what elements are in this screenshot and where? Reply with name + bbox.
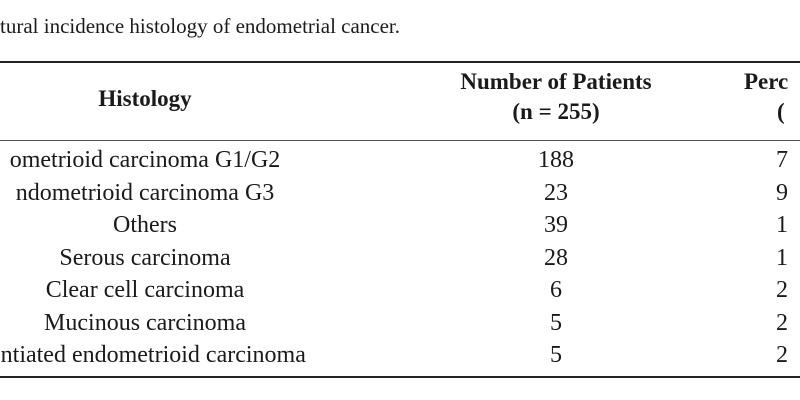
- header-histology: Histology: [98, 86, 192, 111]
- header-number-of-patients: Number of Patients (n = 255): [425, 67, 687, 127]
- cell-percent: 2: [776, 277, 788, 303]
- table-caption: tural incidence histology of endometrial…: [0, 14, 401, 38]
- header-percent-line2: (: [777, 99, 785, 124]
- cell-percent: 7: [776, 147, 788, 173]
- table-header-rule: [0, 140, 800, 141]
- cell-patients: 188: [538, 147, 574, 173]
- table-top-rule: [0, 61, 800, 63]
- table-row: Clear cell carcinoma 6 2: [0, 274, 800, 307]
- cell-patients: 28: [544, 244, 568, 271]
- cell-histology: Others: [113, 212, 177, 238]
- table-bottom-rule: [0, 376, 800, 378]
- cell-histology: entiated endometrioid carcinoma: [0, 342, 306, 368]
- cell-percent: 9: [776, 179, 788, 206]
- header-patients-line2: (n = 255): [512, 99, 600, 124]
- header-percent-line1: Perc: [744, 69, 789, 94]
- cell-percent: 1: [776, 244, 788, 271]
- cell-patients: 5: [550, 342, 562, 368]
- cell-patients: 6: [550, 277, 562, 303]
- cell-histology: ometrioid carcinoma G1/G2: [9, 147, 281, 173]
- cell-percent: 1: [776, 212, 788, 238]
- cell-patients: 39: [544, 212, 568, 238]
- cell-histology: Clear cell carcinoma: [45, 277, 245, 303]
- cell-patients: 5: [550, 309, 562, 336]
- header-patients-line1: Number of Patients: [460, 69, 652, 94]
- table-row: Others 39 1: [0, 209, 800, 242]
- table-body: ometrioid carcinoma G1/G2 188 7 ndometri…: [0, 144, 800, 372]
- table-row: ndometrioid carcinoma G3 23 9: [0, 177, 800, 210]
- table-row: entiated endometrioid carcinoma 5 2: [0, 339, 800, 372]
- cell-percent: 2: [776, 309, 788, 336]
- cell-histology: Mucinous carcinoma: [44, 309, 246, 336]
- cell-histology: Serous carcinoma: [59, 244, 231, 271]
- table-row: Serous carcinoma 28 1: [0, 242, 800, 275]
- header-percent: Perc (: [744, 67, 788, 127]
- table-row: ometrioid carcinoma G1/G2 188 7: [0, 144, 800, 177]
- cell-percent: 2: [776, 342, 788, 368]
- table-row: Mucinous carcinoma 5 2: [0, 307, 800, 340]
- cell-patients: 23: [544, 179, 568, 206]
- cell-histology: ndometrioid carcinoma G3: [15, 179, 275, 206]
